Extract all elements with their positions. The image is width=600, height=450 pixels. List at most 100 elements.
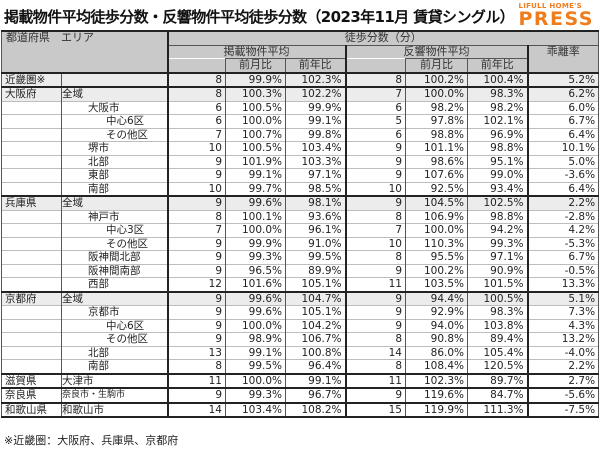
pref-cell	[1, 345, 62, 360]
listed-yoy-cell: 98.1%	[285, 195, 346, 210]
table-row: その他区 9 98.9% 106.7% 8 90.8% 89.4% 13.2%	[1, 332, 600, 346]
inquiry-mom-cell: 100.2%	[405, 263, 468, 278]
pref-cell	[1, 277, 62, 292]
inquiry-mom-cell: 98.2%	[405, 100, 468, 115]
pref-cell	[1, 332, 62, 346]
inquiry-yoy-cell: 105.4%	[467, 345, 528, 360]
inquiry-minutes-cell: 9	[344, 195, 406, 210]
header-deviation: 乖離率	[526, 44, 600, 73]
table-row: 京都府 全域 9 99.6% 104.7% 9 94.4% 100.5% 5.1%	[1, 290, 600, 306]
pref-cell	[1, 263, 62, 278]
table-row: 神戸市 8 100.1% 93.6% 8 106.9% 98.8% -2.8%	[1, 209, 600, 224]
table-row: 阪神間北部 9 99.3% 99.5% 8 95.5% 97.1% 6.7%	[1, 250, 600, 264]
listed-mom-cell: 99.5%	[225, 359, 286, 374]
listed-mom-cell: 99.3%	[225, 250, 286, 264]
inquiry-yoy-cell: 95.1%	[467, 154, 528, 169]
listed-mom-cell: 101.6%	[225, 277, 286, 292]
listed-yoy-cell: 105.1%	[285, 305, 346, 319]
deviation-cell: -7.5%	[526, 401, 600, 418]
listed-mom-cell: 100.0%	[225, 372, 286, 388]
listed-minutes-cell: 10	[166, 141, 226, 155]
table-row: 堺市 10 100.5% 103.4% 9 101.1% 98.8% 10.1%	[1, 141, 600, 155]
listed-yoy-cell: 103.4%	[285, 141, 346, 155]
inquiry-mom-cell: 95.5%	[405, 250, 468, 264]
listed-mom-cell: 100.5%	[225, 100, 286, 115]
listed-yoy-cell: 99.8%	[285, 127, 346, 142]
deviation-cell: 6.4%	[526, 181, 600, 196]
inquiry-minutes-cell: 8	[344, 209, 406, 224]
table-row: その他区 9 99.9% 91.0% 10 110.3% 99.3% -5.3%	[1, 236, 600, 251]
listed-mom-cell: 100.7%	[225, 127, 286, 142]
deviation-cell: -5.6%	[526, 387, 600, 403]
listed-minutes-cell: 11	[166, 372, 226, 388]
inquiry-mom-cell: 92.5%	[405, 181, 468, 196]
pref-cell: 京都府	[1, 290, 62, 306]
deviation-cell: 6.0%	[526, 100, 600, 115]
listed-mom-cell: 101.9%	[225, 154, 286, 169]
area-cell: 西部	[61, 277, 168, 292]
inquiry-mom-cell: 100.0%	[405, 223, 468, 237]
inquiry-minutes-cell: 7	[344, 223, 406, 237]
table-row: 中心6区 6 100.0% 99.1% 5 97.8% 102.1% 6.7%	[1, 114, 600, 128]
pref-cell	[1, 154, 62, 169]
area-cell: その他区	[61, 236, 168, 251]
listed-minutes-cell: 8	[166, 86, 226, 101]
inquiry-mom-cell: 100.0%	[405, 86, 468, 101]
logo-wordmark: PRESS	[518, 8, 594, 30]
area-cell: 北部	[61, 345, 168, 360]
inquiry-yoy-cell: 102.5%	[467, 195, 528, 210]
inquiry-mom-cell: 98.8%	[405, 127, 468, 142]
area-cell: 堺市	[61, 141, 168, 155]
deviation-cell: 6.4%	[526, 127, 600, 142]
inquiry-mom-cell: 94.0%	[405, 318, 468, 333]
inquiry-minutes-cell: 8	[344, 332, 406, 346]
deviation-cell: 6.7%	[526, 250, 600, 264]
inquiry-yoy-cell: 96.9%	[467, 127, 528, 142]
inquiry-mom-cell: 86.0%	[405, 345, 468, 360]
walk-minutes-table: 都道府県 エリア 徒歩分数（分） 掲載物件平均 反響物件平均 乖離率 前月比 前…	[1, 30, 600, 418]
deviation-cell: 2.2%	[526, 195, 600, 210]
listed-minutes-cell: 6	[166, 100, 226, 115]
area-cell: その他区	[61, 332, 168, 346]
listed-yoy-cell: 104.2%	[285, 318, 346, 333]
listed-yoy-cell: 99.1%	[285, 372, 346, 388]
deviation-cell: -4.0%	[526, 345, 600, 360]
inquiry-minutes-cell: 6	[344, 100, 406, 115]
inquiry-minutes-cell: 6	[344, 127, 406, 142]
table-row: 阪神間南部 9 96.5% 89.9% 9 100.2% 90.9% -0.5%	[1, 263, 600, 278]
inquiry-yoy-cell: 94.2%	[467, 223, 528, 237]
deviation-cell: -0.5%	[526, 263, 600, 278]
header-listed-yoy: 前年比	[285, 58, 346, 73]
table-row: 近畿圏※ 8 99.9% 102.3% 8 100.2% 100.4% 5.2%	[1, 71, 600, 87]
listed-mom-cell: 100.0%	[225, 223, 286, 237]
deviation-cell: 7.3%	[526, 305, 600, 319]
inquiry-minutes-cell: 8	[344, 71, 406, 87]
listed-minutes-cell: 9	[166, 263, 226, 278]
table-row: 中心3区 7 100.0% 96.1% 7 100.0% 94.2% 4.2%	[1, 223, 600, 237]
listed-yoy-cell: 96.1%	[285, 223, 346, 237]
area-cell: 京都市	[61, 305, 168, 319]
area-cell: 奈良市・生駒市	[61, 387, 168, 403]
listed-mom-cell: 100.3%	[225, 86, 286, 101]
table-row: 奈良県 奈良市・生駒市 9 99.3% 96.7% 9 119.6% 84.7% -5.6%	[1, 387, 600, 403]
area-cell: 和歌山市	[61, 401, 168, 418]
listed-yoy-cell: 97.1%	[285, 168, 346, 182]
inquiry-mom-cell: 97.8%	[405, 114, 468, 128]
header-inquiry-blank	[344, 58, 406, 73]
deviation-cell: 6.2%	[526, 86, 600, 101]
area-cell: 阪神間北部	[61, 250, 168, 264]
inquiry-minutes-cell: 9	[344, 168, 406, 182]
inquiry-minutes-cell: 9	[344, 318, 406, 333]
listed-minutes-cell: 6	[166, 114, 226, 128]
listed-minutes-cell: 12	[166, 277, 226, 292]
pref-cell	[1, 100, 62, 115]
pref-cell	[1, 236, 62, 251]
inquiry-minutes-cell: 9	[344, 141, 406, 155]
inquiry-minutes-cell: 9	[344, 263, 406, 278]
listed-minutes-cell: 10	[166, 181, 226, 196]
table-row: 滋賀県 大津市 11 100.0% 99.1% 11 102.3% 89.7% 2.7%	[1, 372, 600, 388]
page-title: 掲載物件平均徒歩分数・反響物件平均徒歩分数（2023年11月 賃貸シングル）	[4, 8, 515, 26]
inquiry-minutes-cell: 10	[344, 236, 406, 251]
table-row: 西部 12 101.6% 105.1% 11 103.5% 101.5% 13.3%	[1, 277, 600, 292]
pref-cell	[1, 181, 62, 196]
